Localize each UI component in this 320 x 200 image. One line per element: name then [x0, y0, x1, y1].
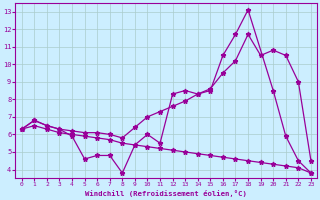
X-axis label: Windchill (Refroidissement éolien,°C): Windchill (Refroidissement éolien,°C) — [85, 190, 247, 197]
